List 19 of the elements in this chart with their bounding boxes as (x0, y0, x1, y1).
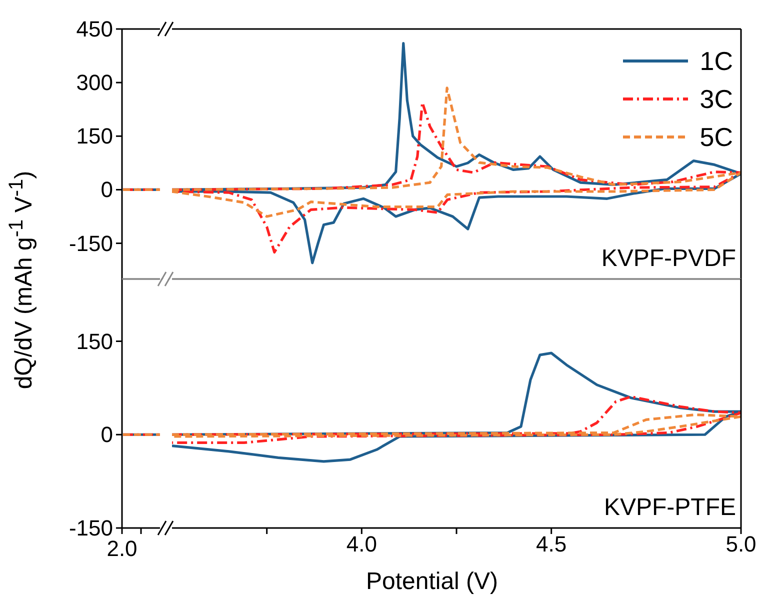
legend-label: 3C (700, 84, 733, 114)
y-tick-label: 300 (76, 70, 113, 96)
legend-label: 1C (700, 46, 733, 76)
line-series (172, 395, 741, 444)
annotation: KVPF-PVDF (601, 245, 736, 273)
x-tick-label: 5.0 (726, 532, 756, 557)
x-tick-label: 4.5 (536, 532, 567, 557)
x-axis-title: Potential (V) (364, 568, 500, 596)
y-tick-label: -150 (68, 230, 113, 256)
y-tick-label: 150 (76, 124, 113, 149)
y-tick-label: 0 (100, 177, 113, 202)
line-series (172, 413, 741, 438)
annotation: KVPF-PTFE (604, 494, 736, 522)
line-series (172, 86, 741, 218)
y-tick-label: 150 (76, 328, 113, 354)
x-tick-label: 4.0 (346, 532, 377, 557)
y-tick-label: 450 (76, 16, 113, 42)
y-tick-label: 0 (100, 422, 113, 448)
legend-label: 5C (700, 122, 733, 152)
